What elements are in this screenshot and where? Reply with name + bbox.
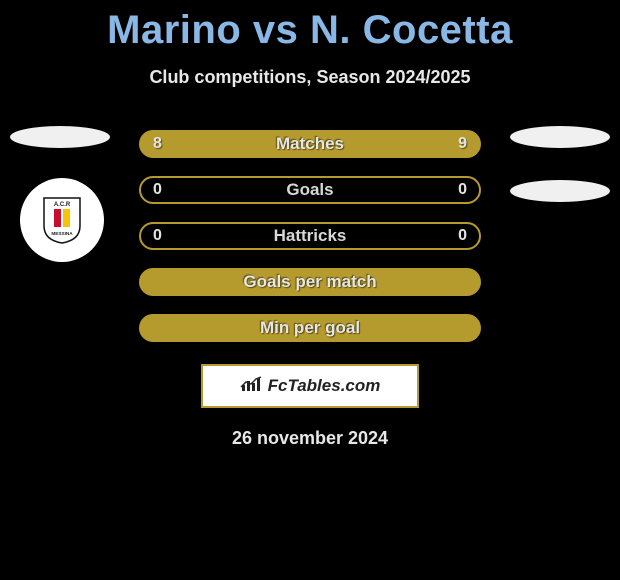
brand-text: FcTables.com — [268, 376, 381, 396]
stat-matches-label: Matches — [276, 134, 344, 154]
page-title: Marino vs N. Cocetta — [0, 0, 620, 53]
stat-row-min-per-goal: Min per goal — [139, 314, 481, 342]
stat-hattricks-label: Hattricks — [274, 226, 347, 246]
stat-row-matches: 8 Matches 9 — [139, 130, 481, 158]
stat-goals-left: 0 — [153, 181, 162, 199]
stat-goals-right: 0 — [458, 181, 467, 199]
footer-date: 26 november 2024 — [0, 428, 620, 449]
stat-row-hattricks: 0 Hattricks 0 — [139, 222, 481, 250]
stat-goals-label: Goals — [286, 180, 333, 200]
stat-row-goals-per-match: Goals per match — [139, 268, 481, 296]
stat-mpg-label: Min per goal — [260, 318, 360, 338]
stat-matches-right: 9 — [458, 135, 467, 153]
bar-chart-icon — [240, 375, 262, 398]
stat-hattricks-left: 0 — [153, 227, 162, 245]
stat-hattricks-right: 0 — [458, 227, 467, 245]
subtitle: Club competitions, Season 2024/2025 — [0, 67, 620, 88]
stat-row-goals: 0 Goals 0 — [139, 176, 481, 204]
stats-container: 8 Matches 9 0 Goals 0 0 Hattricks 0 Goal… — [0, 130, 620, 342]
brand-box[interactable]: FcTables.com — [201, 364, 419, 408]
stat-gpm-label: Goals per match — [243, 272, 376, 292]
stat-matches-left: 8 — [153, 135, 162, 153]
